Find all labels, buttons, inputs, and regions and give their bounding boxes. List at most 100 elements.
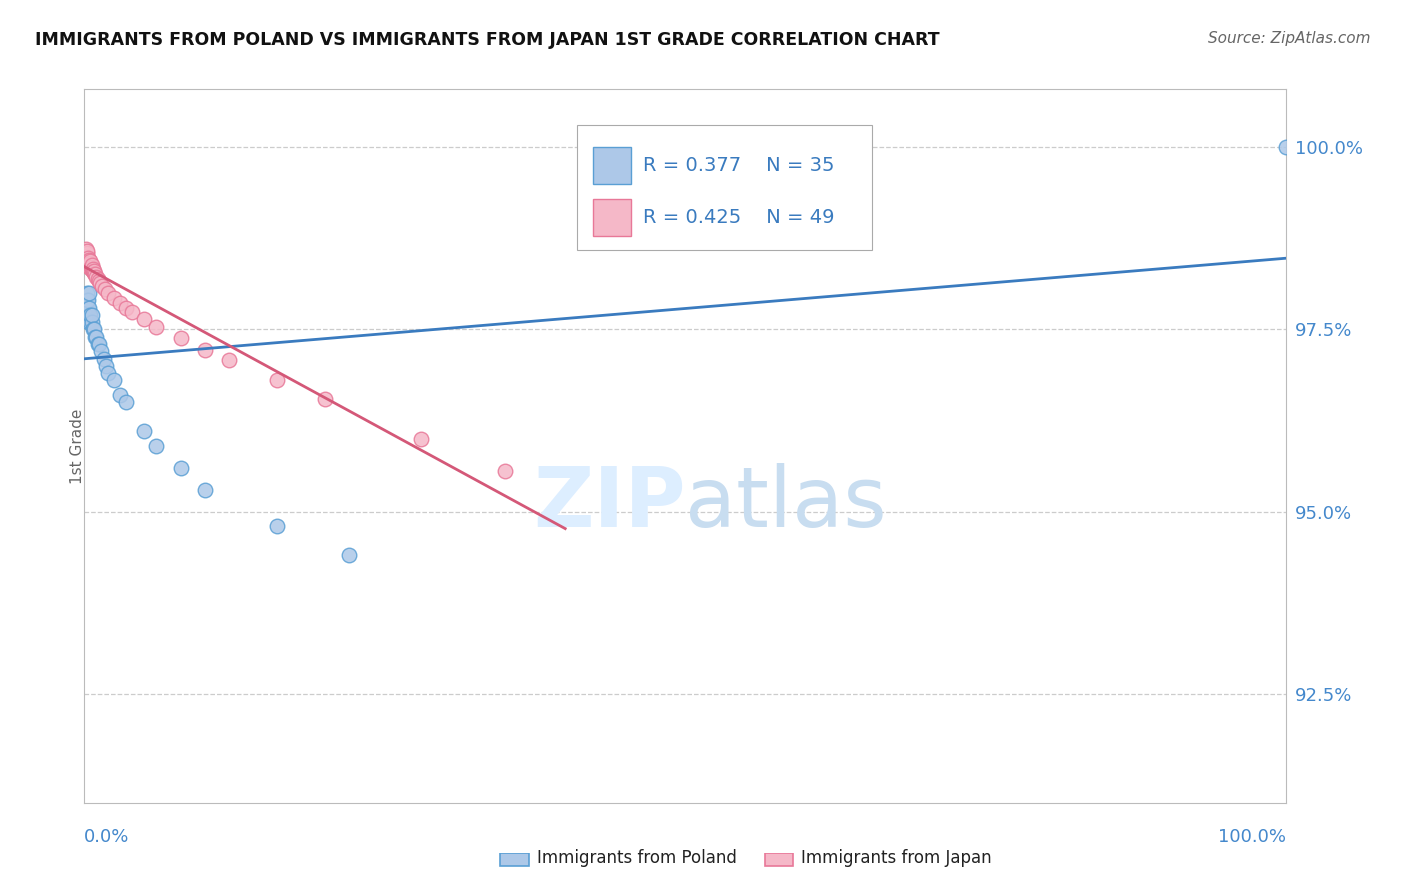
Point xyxy=(169,460,191,475)
Point xyxy=(76,253,98,268)
Point xyxy=(89,276,111,290)
Point xyxy=(77,252,100,267)
Point xyxy=(76,286,98,301)
Point xyxy=(110,388,132,402)
Point xyxy=(83,266,105,280)
Point xyxy=(77,286,100,301)
Point xyxy=(75,253,97,268)
Point xyxy=(94,359,117,373)
Point xyxy=(84,267,107,281)
Point xyxy=(494,465,516,479)
Point xyxy=(77,301,100,315)
Point xyxy=(76,293,98,308)
Y-axis label: 1st Grade: 1st Grade xyxy=(70,409,84,483)
Point xyxy=(80,260,103,274)
Point xyxy=(79,259,101,273)
Point xyxy=(194,483,217,497)
Point xyxy=(84,330,107,344)
Point xyxy=(82,262,104,277)
Point xyxy=(77,315,100,329)
Point xyxy=(79,315,101,329)
Point xyxy=(75,243,97,257)
Point xyxy=(77,255,100,269)
FancyBboxPatch shape xyxy=(578,125,872,250)
Point xyxy=(194,343,217,357)
Point xyxy=(87,337,110,351)
Point xyxy=(77,251,100,265)
Point xyxy=(94,282,117,296)
Point xyxy=(134,425,156,439)
Text: R = 0.425    N = 49: R = 0.425 N = 49 xyxy=(644,208,835,227)
Point xyxy=(75,250,97,264)
Point xyxy=(86,337,108,351)
Text: IMMIGRANTS FROM POLAND VS IMMIGRANTS FROM JAPAN 1ST GRADE CORRELATION CHART: IMMIGRANTS FROM POLAND VS IMMIGRANTS FRO… xyxy=(35,31,939,49)
Point xyxy=(103,291,125,305)
Point xyxy=(80,259,103,273)
Text: Immigrants from Poland: Immigrants from Poland xyxy=(537,849,737,867)
Point xyxy=(77,259,100,273)
Text: atlas: atlas xyxy=(686,463,887,543)
Point xyxy=(1275,140,1298,154)
Point xyxy=(87,274,110,288)
Point xyxy=(93,351,115,366)
Point xyxy=(91,278,114,293)
Point xyxy=(83,263,105,277)
Point xyxy=(80,315,103,329)
Point xyxy=(314,392,336,407)
Point xyxy=(77,257,100,271)
Text: ZIP: ZIP xyxy=(533,463,686,543)
Point xyxy=(79,308,101,322)
FancyBboxPatch shape xyxy=(765,854,793,866)
Point xyxy=(75,308,97,322)
Point xyxy=(97,366,120,380)
Point xyxy=(75,301,97,315)
Point xyxy=(80,308,103,322)
Point xyxy=(82,322,104,336)
Point xyxy=(82,264,104,278)
Point xyxy=(77,254,100,268)
Point xyxy=(86,271,108,285)
Point xyxy=(79,254,101,268)
Point xyxy=(75,246,97,260)
Point xyxy=(76,308,98,322)
Point xyxy=(77,293,100,308)
Point xyxy=(121,305,143,319)
Point xyxy=(97,286,120,301)
Point xyxy=(77,260,100,274)
Point xyxy=(86,330,108,344)
FancyBboxPatch shape xyxy=(501,854,529,866)
Point xyxy=(115,395,138,409)
Text: 0.0%: 0.0% xyxy=(84,828,129,846)
Point xyxy=(79,256,101,270)
Point xyxy=(145,319,167,334)
Point xyxy=(79,261,101,276)
FancyBboxPatch shape xyxy=(593,147,631,184)
Point xyxy=(169,331,191,345)
Point xyxy=(76,257,98,271)
Point xyxy=(145,439,167,453)
Point xyxy=(266,519,288,533)
Text: R = 0.377    N = 35: R = 0.377 N = 35 xyxy=(644,156,835,175)
Point xyxy=(337,548,360,562)
Text: 100.0%: 100.0% xyxy=(1219,828,1286,846)
Point xyxy=(77,308,100,322)
Point xyxy=(218,353,240,368)
Point xyxy=(115,301,138,315)
Point xyxy=(86,270,108,285)
Point xyxy=(90,344,112,359)
Point xyxy=(76,246,98,260)
Point xyxy=(110,296,132,310)
Text: Immigrants from Japan: Immigrants from Japan xyxy=(801,849,993,867)
Point xyxy=(76,244,98,258)
Point xyxy=(409,432,432,446)
Text: Source: ZipAtlas.com: Source: ZipAtlas.com xyxy=(1208,31,1371,46)
Point xyxy=(83,322,105,336)
Point xyxy=(80,262,103,277)
Point xyxy=(76,250,98,264)
Point xyxy=(103,374,125,388)
Point xyxy=(266,374,288,388)
FancyBboxPatch shape xyxy=(593,199,631,235)
Point xyxy=(77,301,100,315)
Point xyxy=(77,253,100,268)
Point xyxy=(134,312,156,326)
